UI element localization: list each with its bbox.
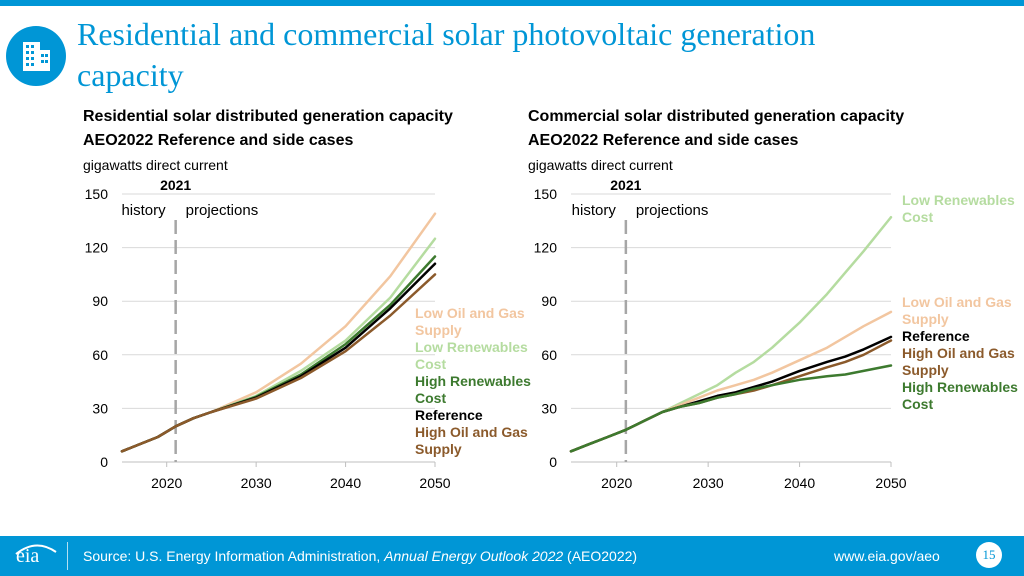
- residential-x-tick-label: 2050: [419, 475, 450, 491]
- commercial-series-label-high-oil-and-gas-supply: High Oil and Gas: [902, 345, 1015, 361]
- footer-bar: eia Source: U.S. Energy Information Admi…: [0, 536, 1024, 576]
- residential-series-line-low-renewables-cost: [120, 237, 437, 453]
- commercial-series-line-low-oil-and-gas-supply: [569, 310, 893, 453]
- residential-y-tick-label: 120: [85, 240, 109, 256]
- residential-series-label-low-renewables-cost: Cost: [415, 356, 446, 372]
- source-note: Source: U.S. Energy Information Administ…: [83, 547, 637, 565]
- commercial-x-tick-label: 2020: [601, 475, 632, 491]
- residential-y-tick-label: 60: [92, 347, 108, 363]
- residential-chart-subtitle: AEO2022 Reference and side cases: [83, 132, 354, 149]
- residential-y-tick-label: 0: [100, 454, 108, 470]
- commercial-series-label-reference: Reference: [902, 328, 970, 344]
- commercial-y-tick-label: 120: [534, 240, 558, 256]
- residential-series-label-reference: Reference: [415, 407, 483, 423]
- residential-history-label: history: [121, 202, 166, 219]
- commercial-series-label-low-renewables-cost: Cost: [902, 209, 933, 225]
- commercial-series-label-high-oil-and-gas-supply: Supply: [902, 362, 949, 378]
- residential-x-tick-label: 2040: [330, 475, 361, 491]
- page-number: 15: [976, 542, 1002, 568]
- commercial-y-tick-label: 30: [541, 400, 557, 416]
- residential-series-label-high-renewables-cost: High Renewables: [415, 373, 531, 389]
- source-suffix: (AEO2022): [563, 548, 638, 564]
- residential-chart-unit: gigawatts direct current: [83, 157, 228, 173]
- residential-series-label-low-oil-and-gas-supply: Low Oil and Gas: [415, 305, 525, 321]
- commercial-series-label-high-renewables-cost: High Renewables: [902, 379, 1018, 395]
- residential-series-line-high-oil-and-gas-supply: [120, 273, 437, 453]
- charts-canvas: 0 30 60 90 120 150 2020 2030 2040 2050 2021 history…: [85, 177, 1018, 491]
- commercial-y-tick-label: 60: [541, 347, 557, 363]
- residential-y-tick-label: 150: [85, 186, 109, 202]
- top-accent-bar: [0, 0, 1024, 6]
- source-publication: Annual Energy Outlook 2022: [384, 548, 564, 564]
- commercial-y-tick-label: 0: [549, 454, 557, 470]
- residential-x-tick-label: 2020: [151, 475, 182, 491]
- commercial-divider-year: 2021: [610, 177, 641, 193]
- commercial-series-line-low-renewables-cost: [569, 215, 893, 453]
- commercial-x-tick-label: 2040: [784, 475, 815, 491]
- commercial-series-label-low-renewables-cost: Low Renewables: [902, 192, 1015, 208]
- residential-x-tick-label: 2030: [241, 475, 272, 491]
- residential-y-tick-label: 30: [92, 400, 108, 416]
- commercial-chart-subtitle: AEO2022 Reference and side cases: [528, 132, 799, 149]
- footer-url-link[interactable]: www.eia.gov/aeo: [834, 548, 940, 564]
- source-prefix: Source: U.S. Energy Information Administ…: [83, 548, 385, 564]
- footer-divider: [67, 542, 68, 570]
- eia-logo-text: eia: [16, 545, 40, 567]
- commercial-series-label-low-oil-and-gas-supply: Low Oil and Gas: [902, 294, 1012, 310]
- residential-series-line-reference: [120, 262, 437, 453]
- commercial-projections-label: projections: [636, 202, 709, 219]
- residential-series-label-low-renewables-cost: Low Renewables: [415, 339, 528, 355]
- building-icon: [6, 26, 66, 86]
- residential-y-tick-label: 90: [92, 293, 108, 309]
- residential-series-label-high-oil-and-gas-supply: Supply: [415, 441, 462, 457]
- residential-series-line-high-renewables-cost: [120, 255, 437, 453]
- slide-title: Residential and commercial solar photovo…: [77, 16, 816, 93]
- eia-logo-icon: [15, 544, 57, 555]
- commercial-history-label: history: [572, 202, 617, 219]
- residential-divider-year: 2021: [160, 177, 191, 193]
- residential-series-label-high-renewables-cost: Cost: [415, 390, 446, 406]
- commercial-series-label-high-renewables-cost: Cost: [902, 396, 933, 412]
- commercial-x-tick-label: 2050: [875, 475, 906, 491]
- commercial-y-tick-label: 90: [541, 293, 557, 309]
- commercial-series-line-high-renewables-cost: [569, 364, 893, 453]
- commercial-x-tick-label: 2030: [693, 475, 724, 491]
- commercial-chart-unit: gigawatts direct current: [528, 157, 673, 173]
- residential-series-line-low-oil-and-gas-supply: [120, 212, 437, 453]
- commercial-chart-title: Commercial solar distributed generation …: [528, 108, 905, 125]
- residential-series-label-high-oil-and-gas-supply: High Oil and Gas: [415, 424, 528, 440]
- residential-chart-title: Residential solar distributed generation…: [83, 108, 453, 125]
- residential-projections-label: projections: [186, 202, 259, 219]
- residential-series-label-low-oil-and-gas-supply: Supply: [415, 322, 462, 338]
- commercial-y-tick-label: 150: [534, 186, 558, 202]
- commercial-series-label-low-oil-and-gas-supply: Supply: [902, 311, 949, 327]
